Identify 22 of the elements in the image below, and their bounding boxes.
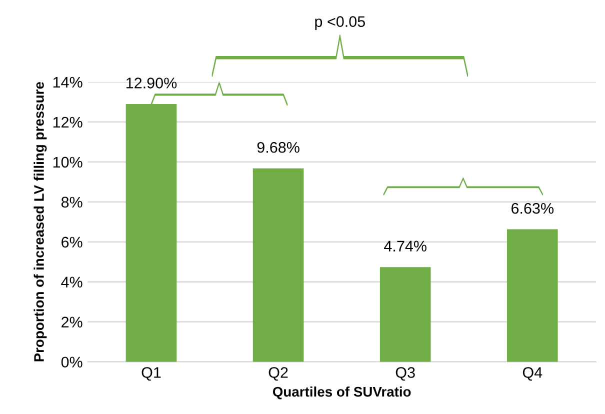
y-tick-label: 10% xyxy=(53,156,82,168)
y-tick-label: 14% xyxy=(53,76,82,88)
x-tick-label: Q4 xyxy=(522,367,542,381)
x-axis-title: Quartiles of SUVratio xyxy=(272,386,411,400)
x-tick-label: Q3 xyxy=(396,367,415,381)
x-tick-label: Q1 xyxy=(142,367,161,381)
data-label: 12.90% xyxy=(126,78,177,88)
y-tick-label: 4% xyxy=(61,276,82,288)
y-tick-label: 0% xyxy=(61,356,82,368)
text: p <0.05 xyxy=(315,16,365,30)
bar xyxy=(506,229,558,362)
bar xyxy=(380,267,431,362)
y-tick-label: 8% xyxy=(61,196,82,208)
y-tick-label: 6% xyxy=(62,236,82,248)
y-axis-title: Proportion of increased LV filling pressure xyxy=(34,82,47,362)
x-tick-label: Q2 xyxy=(268,367,288,381)
bar xyxy=(252,168,304,362)
y-tick-label: 2% xyxy=(62,316,82,328)
y-tick-label: 12% xyxy=(53,116,82,128)
data-label: 9.68% xyxy=(257,142,300,153)
data-label: 4.74% xyxy=(384,240,426,252)
data-label: 6.63% xyxy=(512,202,554,214)
